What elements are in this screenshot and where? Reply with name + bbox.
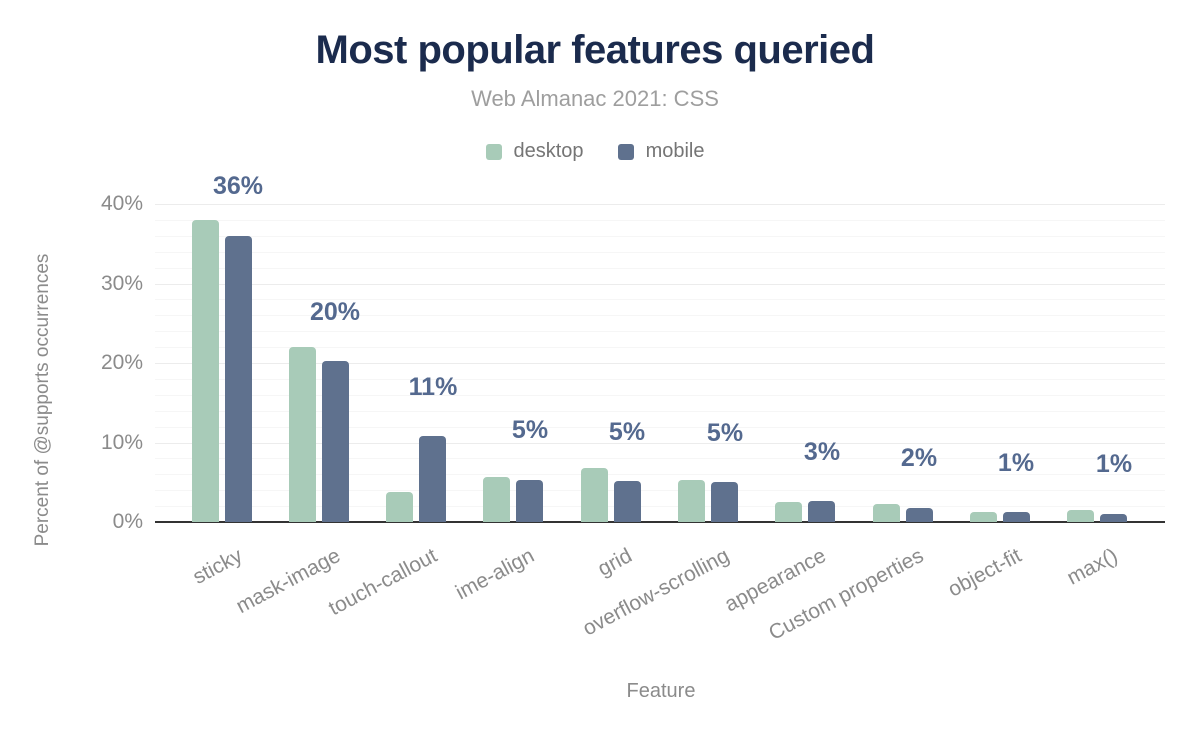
bar-desktop-sticky — [192, 220, 219, 522]
y-tick-label: 30% — [100, 272, 143, 295]
legend-item-desktop: desktop — [485, 140, 584, 163]
x-category-label: touch-callout — [324, 544, 441, 621]
minor-gridline — [155, 395, 1165, 396]
bar-value-label: 5% — [706, 419, 744, 447]
bar-value-label: 5% — [608, 418, 646, 446]
bar-value-label: 20% — [309, 298, 361, 326]
minor-gridline — [155, 315, 1165, 316]
minor-gridline — [155, 427, 1165, 428]
y-tick-label: 40% — [100, 192, 143, 215]
bar-desktop-Custom properties — [873, 504, 900, 522]
major-gridline — [155, 443, 1165, 444]
minor-gridline — [155, 268, 1165, 269]
x-category-label: mask-image — [232, 544, 344, 619]
y-tick-label: 20% — [100, 351, 143, 374]
x-category-label: grid — [594, 544, 636, 581]
desktop-swatch-icon — [485, 143, 502, 160]
x-category-label: object-fit — [943, 544, 1025, 602]
minor-gridline — [155, 411, 1165, 412]
x-category-label: ime-align — [451, 544, 538, 605]
x-axis-line — [155, 521, 1165, 523]
legend-item-mobile: mobile — [617, 140, 705, 163]
legend-label-mobile: mobile — [645, 140, 705, 162]
y-axis-title: Percent of @supports occurrences — [32, 253, 53, 547]
bar-value-label: 1% — [1095, 450, 1133, 478]
major-gridline — [155, 204, 1165, 205]
bar-mobile-Custom properties — [906, 508, 933, 522]
chart-title: Most popular features queried — [315, 28, 875, 72]
minor-gridline — [155, 347, 1165, 348]
x-axis-title: Feature — [626, 680, 696, 702]
bar-desktop-ime-align — [483, 477, 510, 522]
major-gridline — [155, 284, 1165, 285]
y-tick-label: 0% — [112, 510, 143, 533]
minor-gridline — [155, 331, 1165, 332]
bar-desktop-max() — [1067, 510, 1094, 522]
major-gridline — [155, 363, 1165, 364]
legend: desktop mobile — [0, 140, 1190, 163]
bar-desktop-appearance — [775, 502, 802, 522]
bar-value-label: 36% — [212, 172, 264, 200]
minor-gridline — [155, 474, 1165, 475]
bar-mobile-sticky — [225, 236, 252, 522]
minor-gridline — [155, 220, 1165, 221]
bar-value-label: 5% — [511, 416, 549, 444]
bar-value-label: 3% — [803, 438, 841, 466]
minor-gridline — [155, 252, 1165, 253]
bar-mobile-object-fit — [1003, 512, 1030, 522]
bar-value-label: 2% — [900, 444, 938, 472]
mobile-swatch-icon — [617, 143, 634, 160]
bar-desktop-overflow-scrolling — [678, 480, 705, 522]
bar-mobile-overflow-scrolling — [711, 482, 738, 522]
y-tick-label: 10% — [100, 431, 143, 454]
minor-gridline — [155, 236, 1165, 237]
x-category-label: sticky — [188, 544, 246, 589]
bar-mobile-ime-align — [516, 480, 543, 522]
minor-gridline — [155, 299, 1165, 300]
bar-mobile-mask-image — [322, 361, 349, 522]
bar-value-label: 1% — [997, 449, 1035, 477]
bar-mobile-max() — [1100, 514, 1127, 522]
legend-label-desktop: desktop — [513, 140, 584, 162]
bar-desktop-touch-callout — [386, 492, 413, 522]
bar-desktop-object-fit — [970, 512, 997, 522]
bar-mobile-touch-callout — [419, 436, 446, 522]
bar-value-label: 11% — [408, 373, 458, 401]
minor-gridline — [155, 379, 1165, 380]
minor-gridline — [155, 490, 1165, 491]
bar-mobile-appearance — [808, 501, 835, 522]
minor-gridline — [155, 506, 1165, 507]
chart-subtitle: Web Almanac 2021: CSS — [471, 86, 719, 111]
bar-mobile-grid — [614, 481, 641, 522]
minor-gridline — [155, 458, 1165, 459]
x-category-label: max() — [1063, 544, 1122, 590]
bar-desktop-grid — [581, 468, 608, 522]
bar-desktop-mask-image — [289, 347, 316, 522]
